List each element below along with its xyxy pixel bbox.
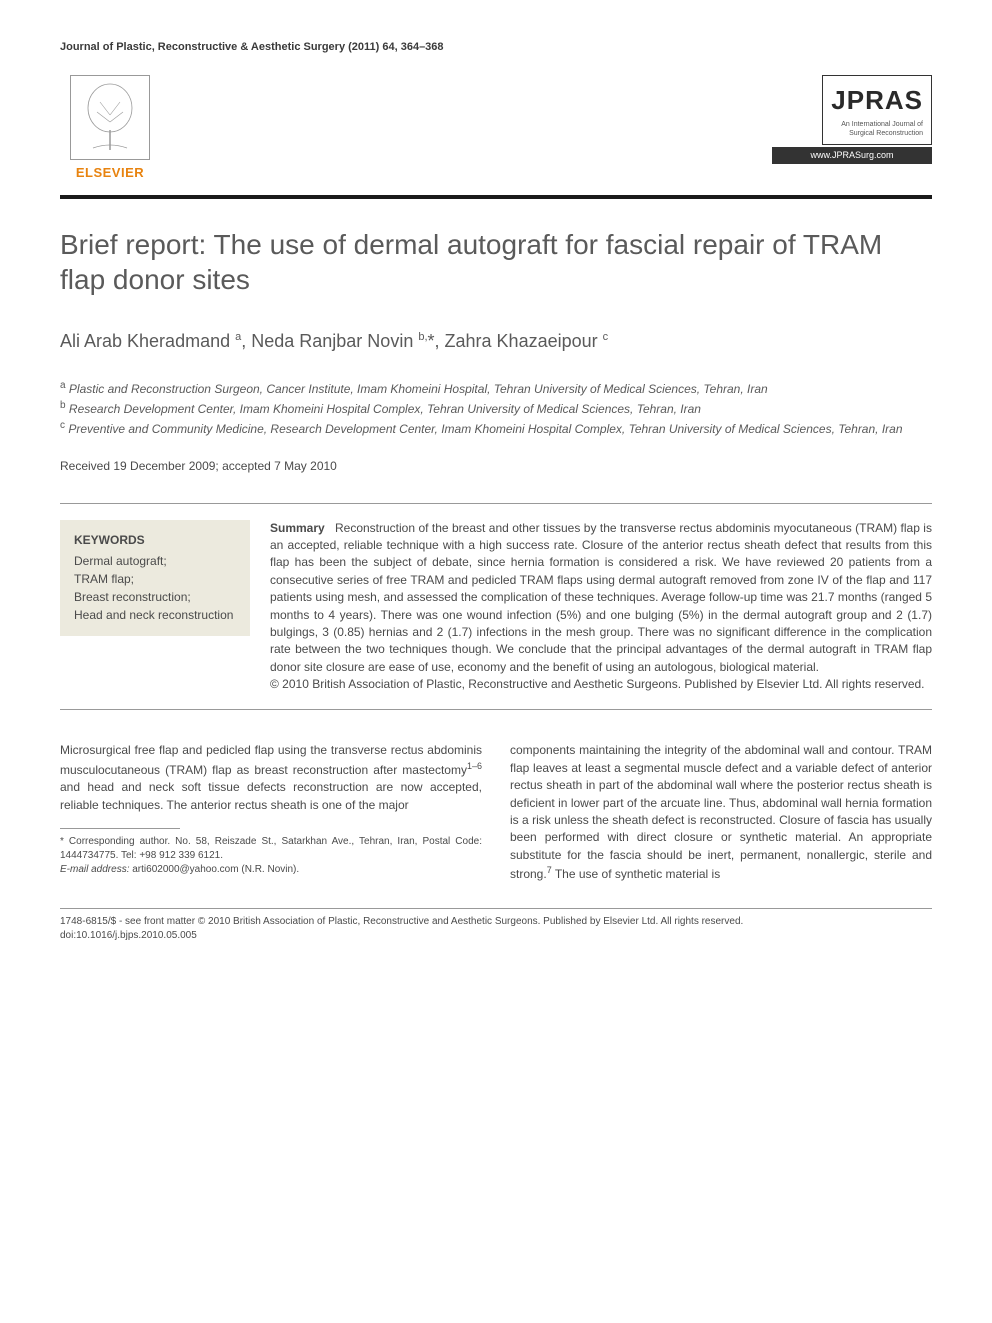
body-left-ref: 1–6 [467,761,482,771]
elsevier-text: ELSEVIER [76,164,144,182]
bottom-rule [60,908,932,909]
summary-label: Summary [270,521,325,535]
affiliations: a Plastic and Reconstruction Surgeon, Ca… [60,378,932,438]
jpras-logo: JPRAS An International Journal of Surgic… [772,75,932,163]
body-column-right: components maintaining the integrity of … [510,742,932,883]
elsevier-logo: ELSEVIER [60,75,160,182]
journal-citation: Journal of Plastic, Reconstructive & Aes… [60,40,932,55]
summary-column: Summary Reconstruction of the breast and… [270,520,932,694]
summary-text: Reconstruction of the breast and other t… [270,521,932,674]
affiliation-b: Research Development Center, Imam Khomei… [69,402,701,416]
footnote-email-label: E-mail address: [60,864,129,875]
footnote-rule [60,828,180,829]
footnote-email[interactable]: arti602000@yahoo.com [132,864,238,875]
copyright-text: © 2010 British Association of Plastic, R… [270,677,925,691]
affiliation-a: Plastic and Reconstruction Surgeon, Canc… [69,382,768,396]
keywords-heading: KEYWORDS [74,532,236,549]
issn-line: 1748-6815/$ - see front matter © 2010 Br… [60,915,932,929]
footnote-address: * Corresponding author. No. 58, Reiszade… [60,836,482,861]
header-rule [60,195,932,199]
bottom-info: 1748-6815/$ - see front matter © 2010 Br… [60,915,932,943]
authors: Ali Arab Kheradmand a, Neda Ranjbar Novi… [60,329,932,354]
body-right-1: components maintaining the integrity of … [510,743,932,881]
body-left-1: Microsurgical free flap and pedicled fla… [60,743,482,776]
jpras-url: www.JPRASurg.com [772,147,932,164]
article-title: Brief report: The use of dermal autograf… [60,227,932,297]
body-left-2: and head and neck soft tissue defects re… [60,780,482,811]
elsevier-tree-icon [70,75,150,160]
keywords-box: KEYWORDS Dermal autograft;TRAM flap;Brea… [60,520,250,637]
article-dates: Received 19 December 2009; accepted 7 Ma… [60,458,932,475]
body-columns: Microsurgical free flap and pedicled fla… [60,742,932,883]
body-column-left: Microsurgical free flap and pedicled fla… [60,742,482,883]
footnote-email-who: (N.R. Novin). [241,864,299,875]
affiliation-c: Preventive and Community Medicine, Resea… [68,422,902,436]
corresponding-footnote: * Corresponding author. No. 58, Reiszade… [60,835,482,877]
logos-row: ELSEVIER JPRAS An International Journal … [60,75,932,182]
jpras-subtitle-1: An International Journal of [831,121,923,129]
keywords-list: Dermal autograft;TRAM flap;Breast recons… [74,552,236,624]
jpras-subtitle-2: Surgical Reconstruction [831,130,923,138]
jpras-title: JPRAS [831,82,923,118]
doi-line: doi:10.1016/j.bjps.2010.05.005 [60,929,932,943]
body-right-2: The use of synthetic material is [552,867,721,881]
abstract-block: KEYWORDS Dermal autograft;TRAM flap;Brea… [60,503,932,711]
